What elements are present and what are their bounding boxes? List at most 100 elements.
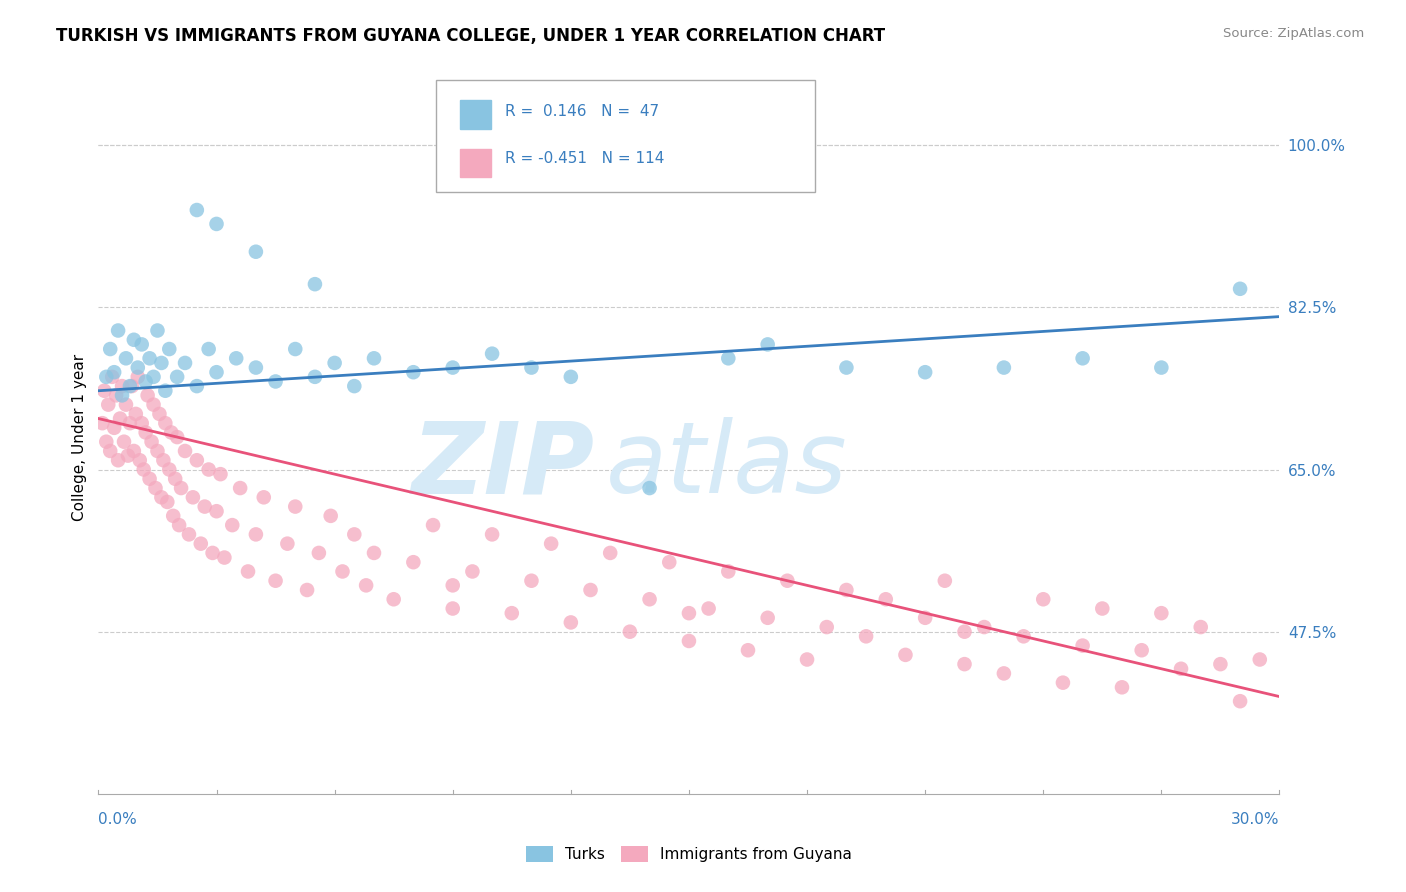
Point: [678, 634, 700, 648]
Point: [138, 472, 160, 486]
Point: [1150, 360, 1173, 375]
Point: [717, 565, 740, 579]
Point: [284, 342, 307, 356]
Point: [155, 416, 177, 430]
Point: [111, 388, 134, 402]
Point: [953, 624, 976, 639]
Point: [560, 369, 582, 384]
Point: [186, 202, 208, 217]
Point: [1091, 601, 1114, 615]
Point: [343, 527, 366, 541]
Point: [245, 527, 267, 541]
Point: [131, 416, 153, 430]
Point: [354, 578, 377, 592]
Point: [221, 518, 243, 533]
Text: R =  0.146   N =  47: R = 0.146 N = 47: [505, 104, 659, 120]
Point: [914, 365, 936, 379]
Point: [638, 481, 661, 495]
Point: [127, 369, 149, 384]
Point: [1170, 662, 1192, 676]
Point: [108, 411, 131, 425]
Point: [186, 453, 208, 467]
Point: [141, 434, 163, 449]
Point: [142, 398, 165, 412]
Point: [501, 606, 523, 620]
Point: [156, 495, 179, 509]
Point: [253, 491, 276, 505]
Point: [304, 277, 326, 292]
Point: [1209, 657, 1232, 672]
Point: [1052, 675, 1074, 690]
Point: [1012, 629, 1035, 643]
Point: [170, 481, 193, 495]
Point: [146, 444, 169, 458]
Point: [150, 491, 173, 505]
Point: [101, 369, 124, 384]
Point: [112, 434, 135, 449]
Point: [121, 379, 143, 393]
Point: [157, 462, 180, 476]
Point: [150, 356, 173, 370]
Point: [835, 582, 858, 597]
Point: [481, 527, 503, 541]
Point: [118, 416, 141, 430]
Point: [128, 453, 150, 467]
Point: [264, 574, 287, 588]
Point: [174, 356, 197, 370]
Point: [560, 615, 582, 630]
Point: [295, 582, 318, 597]
Text: ZIP: ZIP: [412, 417, 595, 514]
Point: [993, 360, 1015, 375]
Point: [118, 379, 141, 393]
Point: [796, 652, 818, 666]
Point: [98, 342, 121, 356]
Point: [135, 425, 157, 440]
Point: [1071, 639, 1094, 653]
Point: [579, 582, 602, 597]
Point: [127, 360, 149, 375]
Point: [148, 407, 170, 421]
Point: [236, 565, 259, 579]
Point: [142, 369, 165, 384]
Point: [678, 606, 700, 620]
Text: TURKISH VS IMMIGRANTS FROM GUYANA COLLEGE, UNDER 1 YEAR CORRELATION CHART: TURKISH VS IMMIGRANTS FROM GUYANA COLLEG…: [56, 27, 886, 45]
Point: [115, 351, 138, 366]
Point: [540, 536, 562, 550]
Point: [122, 444, 145, 458]
Text: 0.0%: 0.0%: [98, 813, 138, 828]
Point: [125, 407, 148, 421]
Point: [343, 379, 366, 393]
Point: [96, 369, 118, 384]
Point: [122, 333, 145, 347]
Point: [107, 324, 129, 338]
Point: [323, 356, 346, 370]
Point: [160, 425, 183, 440]
Text: atlas: atlas: [606, 417, 848, 514]
Point: [441, 601, 464, 615]
Point: [245, 244, 267, 259]
Point: [98, 444, 121, 458]
Point: [382, 592, 405, 607]
Point: [105, 388, 128, 402]
Point: [205, 504, 228, 518]
Point: [186, 379, 208, 393]
Point: [214, 550, 236, 565]
Point: [402, 365, 425, 379]
Point: [756, 611, 779, 625]
Point: [165, 472, 187, 486]
Point: [132, 462, 155, 476]
Text: Source: ZipAtlas.com: Source: ZipAtlas.com: [1223, 27, 1364, 40]
Point: [190, 536, 212, 550]
Point: [1071, 351, 1094, 366]
Point: [264, 375, 287, 389]
Point: [162, 508, 184, 523]
Point: [855, 629, 877, 643]
Point: [131, 337, 153, 351]
Point: [638, 592, 661, 607]
Text: R = -0.451   N = 114: R = -0.451 N = 114: [505, 151, 664, 166]
Point: [167, 518, 190, 533]
Point: [1032, 592, 1054, 607]
Point: [209, 467, 232, 482]
Point: [284, 500, 307, 514]
Point: [157, 342, 180, 356]
